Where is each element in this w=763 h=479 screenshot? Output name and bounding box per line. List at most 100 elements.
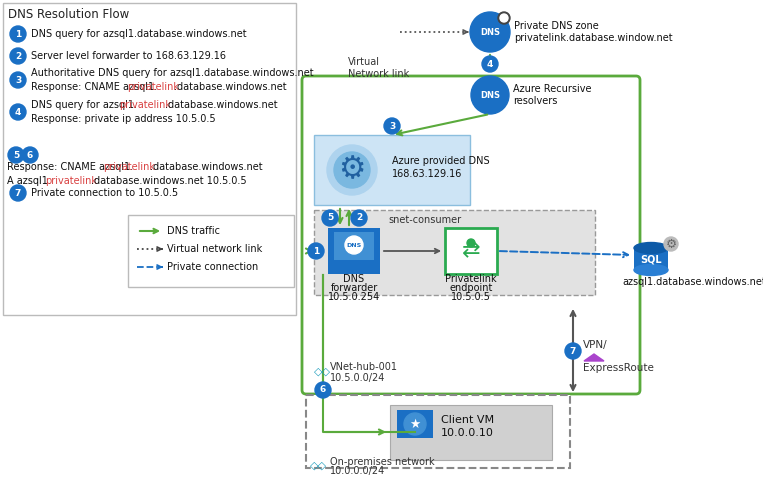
Text: ◇◇: ◇◇ — [314, 367, 331, 377]
FancyBboxPatch shape — [302, 76, 640, 394]
Circle shape — [10, 72, 26, 88]
Text: 1: 1 — [14, 30, 21, 38]
Text: 10.0.0.0/24: 10.0.0.0/24 — [330, 466, 385, 476]
Text: Azure Recursive: Azure Recursive — [513, 84, 591, 94]
Text: Virtual network link: Virtual network link — [167, 244, 262, 254]
Text: ⇄: ⇄ — [462, 241, 481, 261]
Text: On-premises network: On-premises network — [330, 457, 435, 467]
Text: Private connection to 10.5.0.5: Private connection to 10.5.0.5 — [31, 188, 178, 198]
Circle shape — [10, 104, 26, 120]
FancyBboxPatch shape — [344, 266, 364, 270]
Text: 2: 2 — [356, 214, 362, 223]
Text: DNS query for azsql1.: DNS query for azsql1. — [31, 100, 137, 110]
Text: .database.windows.net: .database.windows.net — [174, 82, 286, 92]
Text: privatelink: privatelink — [119, 100, 171, 110]
Text: Privatelink: Privatelink — [445, 274, 497, 284]
Text: VPN/: VPN/ — [583, 340, 607, 350]
FancyBboxPatch shape — [306, 395, 570, 468]
Text: 10.5.0.0/24: 10.5.0.0/24 — [330, 373, 385, 383]
Circle shape — [327, 145, 377, 195]
FancyBboxPatch shape — [350, 261, 358, 266]
Text: Private DNS zone: Private DNS zone — [514, 21, 599, 31]
Text: DNS: DNS — [346, 242, 362, 248]
Ellipse shape — [634, 242, 668, 253]
FancyBboxPatch shape — [397, 410, 433, 438]
Ellipse shape — [634, 264, 668, 275]
Circle shape — [565, 343, 581, 359]
FancyBboxPatch shape — [390, 405, 552, 460]
Text: 7: 7 — [570, 346, 576, 355]
Circle shape — [500, 14, 508, 22]
Text: Server level forwarder to 168.63.129.16: Server level forwarder to 168.63.129.16 — [31, 51, 226, 61]
Text: ExpressRoute: ExpressRoute — [583, 363, 654, 373]
Circle shape — [482, 56, 498, 72]
Text: azsql1.database.windows.net: azsql1.database.windows.net — [622, 277, 763, 287]
Text: 2: 2 — [14, 52, 21, 60]
Text: DNS: DNS — [480, 91, 500, 100]
Text: Authoritative DNS query for azsql1.database.windows.net: Authoritative DNS query for azsql1.datab… — [31, 68, 314, 78]
Text: A azsql1.: A azsql1. — [7, 176, 51, 186]
Text: DNS: DNS — [343, 274, 365, 284]
Text: resolvers: resolvers — [513, 96, 558, 106]
Text: Network link: Network link — [348, 69, 409, 79]
FancyBboxPatch shape — [328, 228, 380, 274]
Circle shape — [10, 185, 26, 201]
Text: 6: 6 — [27, 150, 33, 160]
Text: .database.windows.net: .database.windows.net — [166, 100, 278, 110]
Text: privatelink: privatelink — [127, 82, 179, 92]
Text: DNS query for azsql1.database.windows.net: DNS query for azsql1.database.windows.ne… — [31, 29, 246, 39]
Circle shape — [315, 382, 331, 398]
Text: 3: 3 — [389, 122, 395, 130]
Text: privatelink: privatelink — [104, 162, 156, 172]
Text: 4: 4 — [487, 59, 493, 68]
Text: Private connection: Private connection — [167, 262, 258, 272]
Text: 10.5.0.5: 10.5.0.5 — [451, 292, 491, 302]
Circle shape — [471, 76, 509, 114]
FancyBboxPatch shape — [3, 3, 296, 315]
Text: ⚙: ⚙ — [338, 156, 365, 184]
Text: Azure provided DNS: Azure provided DNS — [392, 156, 490, 166]
Circle shape — [345, 236, 363, 254]
Text: endpoint: endpoint — [449, 283, 493, 293]
Text: forwarder: forwarder — [330, 283, 378, 293]
Circle shape — [404, 413, 426, 435]
Text: 5: 5 — [327, 214, 333, 223]
Circle shape — [308, 243, 324, 259]
Circle shape — [351, 210, 367, 226]
Circle shape — [384, 118, 400, 134]
Circle shape — [322, 210, 338, 226]
Text: ⚙: ⚙ — [665, 238, 677, 251]
Text: 10.0.0.10: 10.0.0.10 — [441, 428, 494, 438]
Text: ★: ★ — [410, 418, 420, 431]
Circle shape — [470, 12, 510, 52]
Text: 6: 6 — [320, 386, 326, 395]
Circle shape — [10, 48, 26, 64]
Text: 3: 3 — [14, 76, 21, 84]
Text: ◇◇: ◇◇ — [310, 461, 327, 471]
Text: Response: private ip address 10.5.0.5: Response: private ip address 10.5.0.5 — [31, 114, 216, 124]
Text: Response: CNAME azsql1.: Response: CNAME azsql1. — [31, 82, 157, 92]
Text: SQL: SQL — [640, 255, 662, 265]
FancyBboxPatch shape — [128, 215, 294, 287]
Circle shape — [10, 26, 26, 42]
Text: snet-consumer: snet-consumer — [388, 215, 461, 225]
Text: .database.windows.net 10.5.0.5: .database.windows.net 10.5.0.5 — [91, 176, 246, 186]
FancyBboxPatch shape — [634, 248, 668, 270]
FancyBboxPatch shape — [314, 210, 595, 295]
Text: Response: CNAME azsql1.: Response: CNAME azsql1. — [7, 162, 133, 172]
Text: 1: 1 — [313, 247, 319, 255]
FancyBboxPatch shape — [445, 228, 497, 274]
Text: VNet-hub-001: VNet-hub-001 — [330, 362, 398, 372]
Circle shape — [664, 237, 678, 251]
Polygon shape — [584, 354, 604, 361]
Text: 10.5.0.254: 10.5.0.254 — [328, 292, 380, 302]
FancyBboxPatch shape — [334, 232, 374, 260]
Text: privatelink.database.window.net: privatelink.database.window.net — [514, 33, 673, 43]
Text: 7: 7 — [14, 189, 21, 197]
Text: 5: 5 — [13, 150, 19, 160]
Text: Client VM: Client VM — [441, 415, 494, 425]
Text: 168.63.129.16: 168.63.129.16 — [392, 169, 462, 179]
Circle shape — [8, 147, 24, 163]
Text: DNS Resolution Flow: DNS Resolution Flow — [8, 8, 129, 21]
Circle shape — [22, 147, 38, 163]
